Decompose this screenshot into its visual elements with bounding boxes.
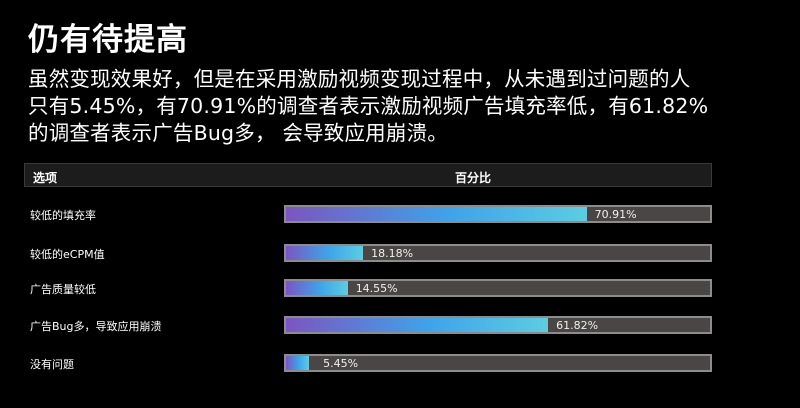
bar-value-label: 61.82%	[556, 319, 599, 332]
bar-value-label: 18.18%	[371, 247, 414, 260]
bar-value-label: 70.91%	[594, 208, 637, 221]
header-percent: 百分比	[455, 171, 492, 185]
bar-value-label: 5.45%	[323, 357, 359, 370]
bar-label: 广告Bug多，导致应用崩溃	[30, 320, 162, 333]
page-title: 仍有待提高	[28, 22, 188, 58]
bar	[286, 318, 549, 332]
bar-label: 较低的eCPM值	[30, 248, 105, 261]
description-line: 的调查者表示广告Bug多， 会导致应用崩溃。	[28, 121, 448, 145]
bar-track: 14.55%	[284, 279, 712, 297]
bar-track: 70.91%	[284, 205, 712, 223]
bar-value-label: 14.55%	[355, 282, 398, 295]
bar-label: 广告质量较低	[30, 283, 96, 296]
bar	[286, 207, 587, 221]
description: 虽然变现效果好，但是在采用激励视频变现过程中，从未遇到过问题的人 只有5.45%…	[28, 66, 798, 147]
bar-track: 5.45%	[284, 354, 712, 372]
description-line: 只有5.45%，有70.91%的调查者表示激励视频广告填充率低，有61.82%	[28, 94, 709, 118]
bar-track: 61.82%	[284, 316, 712, 334]
bar	[286, 356, 310, 370]
bar-track: 18.18%	[284, 244, 712, 262]
bar-label: 较低的填充率	[30, 209, 96, 222]
table-header: 选项 百分比	[24, 163, 712, 187]
header-option: 选项	[33, 171, 58, 185]
bar-label: 没有问题	[30, 358, 74, 371]
description-line: 虽然变现效果好，但是在采用激励视频变现过程中，从未遇到过问题的人	[28, 67, 691, 91]
bar	[286, 281, 348, 295]
bar	[286, 246, 364, 260]
